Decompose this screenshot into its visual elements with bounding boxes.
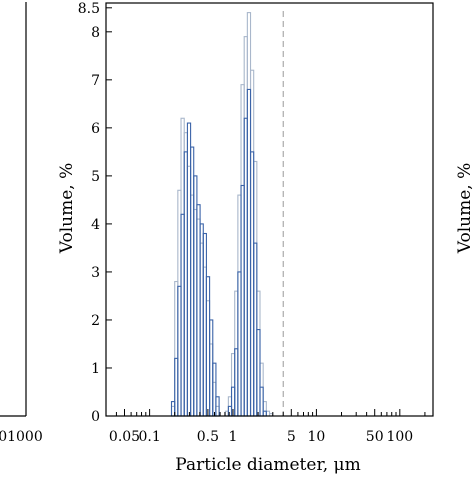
y-axis-label: Volume, % [57,163,77,254]
x-tick-label-7: 100 [386,429,413,445]
y-tick-label-2: 2 [91,313,100,329]
main-panel: Volume, % Particle diameter, μm 0 1 2 3 4 5 6 7… [57,1,434,475]
plot-frame [105,2,434,417]
y-tick-label-0: 0 [91,409,100,425]
y-tick-label-1: 1 [91,361,100,377]
y-tick-label-8: 8 [91,25,100,41]
x-tick-label-3: 1 [229,429,238,445]
x-tick-label-5: 10 [307,429,325,445]
axes-layer: 0 1 2 3 4 5 6 7 8 8.5 0.050.1 0.5 1 5 10 50 100 [78,1,434,445]
y-tick-label-9: 8.5 [78,1,100,17]
bars-layer [170,12,274,417]
y-tick-label-6: 6 [91,121,100,137]
histogram-bar-s1-26 [262,410,267,417]
x-axis-label: Particle diameter, μm [175,455,360,474]
y-tick-label-7: 7 [91,73,100,89]
x-tick-label-6: 50 [366,429,384,445]
y-tick-label-5: 5 [91,169,100,185]
x-tick-label-1: 0.1 [138,429,160,445]
x-tick-label-0: 0.05 [109,429,140,445]
x-tick-label-4: 5 [287,429,296,445]
x-tick-label-2: 0.5 [197,429,219,445]
y-tick-label-4: 4 [91,217,100,233]
y-tick-label-3: 3 [91,265,100,281]
right-panel-y-axis-label: Volume, % [455,163,474,254]
left-panel-tick-label: 001000 [0,429,43,445]
right-panel-fragment: Volume, % [455,163,474,254]
left-panel-fragment: 001000 [0,2,43,445]
